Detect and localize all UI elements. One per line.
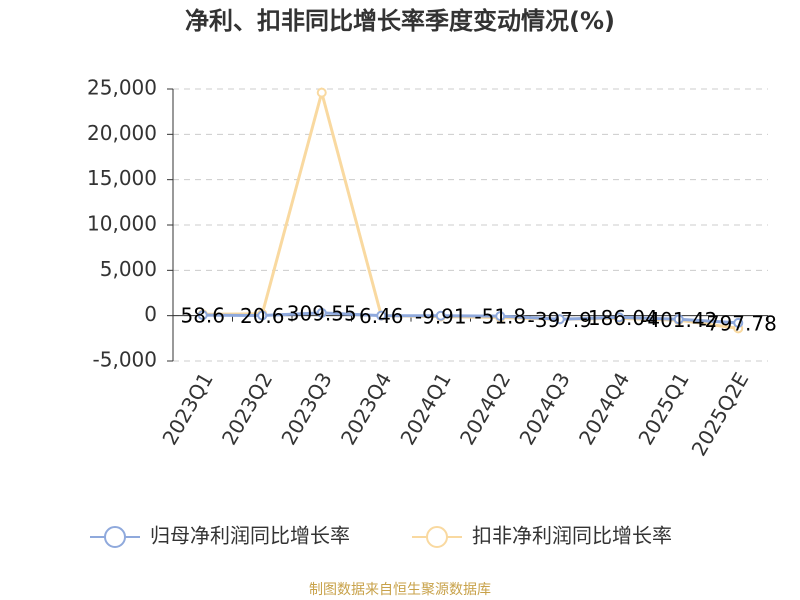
- x-tick-label: 2024Q1: [395, 368, 455, 449]
- data-label: -9.91: [415, 304, 467, 328]
- data-point: [376, 310, 387, 321]
- legend-marker: [426, 526, 448, 548]
- data-label: -186.04: [581, 306, 658, 330]
- data-label: 58.6: [180, 304, 225, 328]
- data-point: [554, 314, 565, 325]
- series-line: [202, 86, 739, 330]
- y-tick-label: 25,000: [87, 76, 157, 100]
- data-point: [316, 307, 327, 318]
- data-point: [495, 311, 506, 322]
- x-tick-label: 2024Q3: [514, 368, 574, 449]
- data-point: [316, 87, 327, 98]
- x-tick-label: 2023Q2: [217, 368, 277, 449]
- source-note: 制图数据来自恒生聚源数据库: [309, 582, 491, 598]
- data-label: -401.42: [640, 308, 717, 332]
- y-tick-label: 15,000: [87, 166, 157, 190]
- series-line: [202, 311, 739, 325]
- y-tick-label: 0: [144, 302, 157, 326]
- data-label: -797.78: [700, 311, 777, 335]
- data-label: 20.6: [240, 304, 285, 328]
- y-tick-label: 5,000: [100, 257, 157, 281]
- data-label: 309.55: [287, 301, 357, 325]
- chart-title: 净利、扣非同比增长率季度变动情况(%): [185, 7, 615, 35]
- legend-marker: [104, 526, 126, 548]
- data-point: [673, 314, 684, 325]
- data-point: [614, 312, 625, 323]
- y-tick-label: 20,000: [87, 121, 157, 145]
- x-tick-label: 2024Q2: [455, 368, 515, 449]
- data-point: [197, 310, 208, 321]
- x-tick-label: 2025Q1: [633, 368, 693, 449]
- y-tick-label: 10,000: [87, 212, 157, 236]
- data-point: [257, 310, 268, 321]
- y-tick-label: -5,000: [93, 348, 157, 372]
- data-label: 6.46: [359, 304, 404, 328]
- legend-label: 扣非净利润同比增长率: [472, 524, 672, 548]
- x-tick-label: 2023Q3: [276, 368, 336, 449]
- data-point: [435, 310, 446, 321]
- x-tick-label: 2023Q1: [157, 368, 217, 449]
- data-label: -397.9: [528, 308, 592, 332]
- data-label: -51.8: [474, 305, 526, 329]
- x-tick-label: 2023Q4: [336, 368, 396, 449]
- data-point: [733, 317, 744, 328]
- x-tick-label: 2025Q2E: [687, 368, 754, 460]
- legend-label: 归母净利润同比增长率: [150, 524, 350, 548]
- x-tick-label: 2024Q4: [574, 368, 634, 449]
